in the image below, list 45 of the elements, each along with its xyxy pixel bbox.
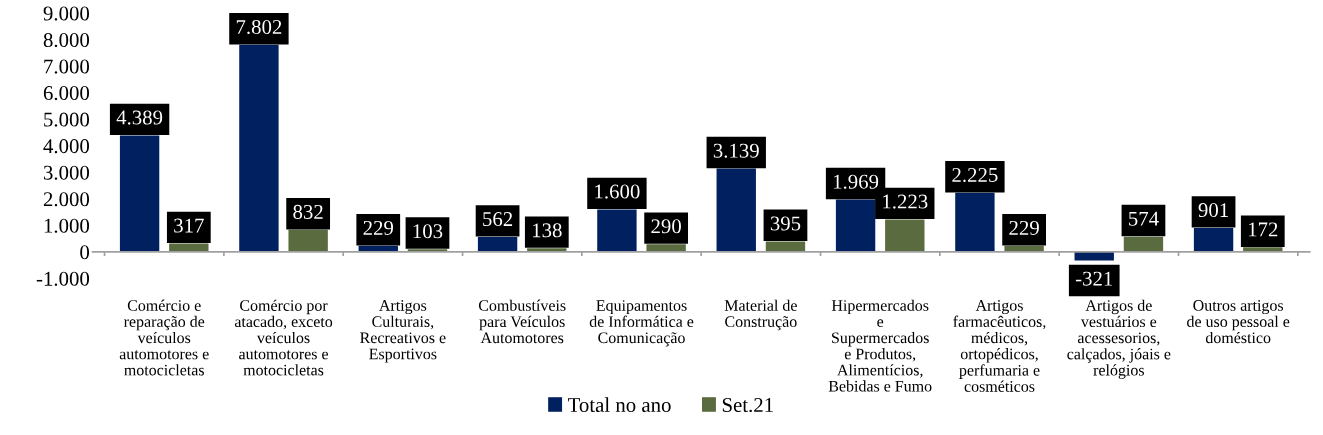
x-tick-label: Equipamentos de Informática e Comunicação bbox=[589, 300, 694, 347]
data-label: 3.139 bbox=[713, 143, 759, 158]
data-label: 562 bbox=[483, 212, 513, 227]
y-tick-label: 9.000 bbox=[43, 6, 90, 21]
data-label: 317 bbox=[174, 218, 204, 233]
data-label: 4.389 bbox=[116, 110, 163, 125]
y-tick-label: 5.000 bbox=[44, 112, 90, 127]
y-tick-label: 1.000 bbox=[44, 218, 90, 233]
data-label: 574 bbox=[1129, 211, 1159, 226]
legend-label: Total no ano bbox=[568, 397, 671, 413]
data-label: 2.225 bbox=[952, 167, 998, 183]
data-label: 172 bbox=[1248, 222, 1278, 237]
x-tick-label: Material de Construção bbox=[724, 299, 797, 331]
x-tick-label: Artigos farmacêuticos, médicos, ortopédicos, perfumaria e cosméticos bbox=[953, 300, 1046, 392]
data-label: 7.802 bbox=[236, 19, 282, 35]
data-label: 229 bbox=[1009, 220, 1039, 235]
data-label: 229 bbox=[363, 220, 394, 235]
y-tick-label: 3.000 bbox=[43, 165, 90, 180]
y-tick-label: -1.000 bbox=[36, 271, 90, 286]
y-tick-label: 6.000 bbox=[43, 86, 90, 101]
x-tick-label: Artigos de vestuários e acessesorios, calçados, jóais e relógios bbox=[1067, 299, 1171, 379]
y-tick-label: 4.000 bbox=[43, 139, 90, 154]
x-tick-label: Comércio e reparação de veículos automotores e motocicletas bbox=[119, 299, 209, 376]
bar bbox=[169, 243, 209, 252]
bar bbox=[646, 244, 686, 252]
x-tick-label: Artigos Culturais, Recreativos e Esportivos bbox=[360, 300, 446, 363]
x-tick-label: Hipermercados e Supermercados e Produtos, Alimentícios, Bebidas e Fumo bbox=[828, 299, 932, 392]
data-label: -321 bbox=[1075, 271, 1113, 286]
data-label: 1.600 bbox=[595, 184, 640, 199]
data-label: 1.969 bbox=[833, 174, 879, 189]
x-tick-label: Combustíveis para Veículos Automotores bbox=[478, 299, 566, 344]
data-label: 832 bbox=[293, 204, 323, 219]
data-label: 290 bbox=[651, 219, 681, 234]
legend-label: Set.21 bbox=[722, 398, 773, 413]
y-tick-label: 0 bbox=[80, 245, 90, 260]
data-label: 395 bbox=[770, 216, 801, 231]
data-label: 1.223 bbox=[883, 194, 928, 209]
x-tick-label: Outros artigos de uso pessoal e doméstico bbox=[1187, 300, 1290, 344]
x-tick-label: Comércio por atacado, exceto veículos automotores e motocicletas bbox=[234, 299, 333, 376]
data-label: 901 bbox=[1198, 203, 1228, 218]
y-tick-label: 7.000 bbox=[44, 59, 90, 74]
data-label: 103 bbox=[413, 224, 443, 239]
y-tick-label: 8.000 bbox=[43, 32, 90, 48]
y-tick-label: 2.000 bbox=[43, 192, 90, 207]
data-label: 138 bbox=[533, 223, 562, 238]
